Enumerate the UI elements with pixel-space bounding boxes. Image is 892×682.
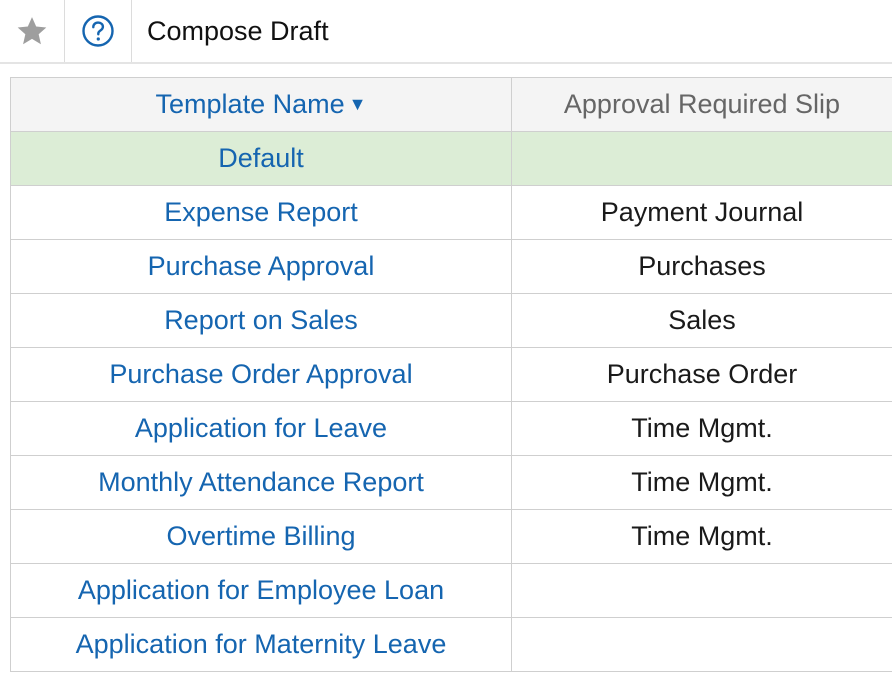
caret-down-icon: ▼ bbox=[348, 94, 367, 114]
table-row[interactable]: Application for Leave Time Mgmt. bbox=[10, 401, 892, 456]
table-row-selected[interactable]: Default bbox=[10, 131, 892, 186]
template-name-link[interactable]: Expense Report bbox=[10, 185, 512, 240]
column-header-template-name[interactable]: Template Name ▼ bbox=[10, 77, 512, 132]
table-header-row: Template Name ▼ Approval Required Slip bbox=[10, 77, 892, 132]
favorite-button[interactable] bbox=[0, 0, 65, 62]
approval-slip-cell: Purchases bbox=[511, 239, 892, 294]
table-row[interactable]: Expense Report Payment Journal bbox=[10, 185, 892, 240]
approval-slip-cell bbox=[511, 617, 892, 672]
column-header-label: Approval Required Slip bbox=[563, 89, 841, 119]
template-name-link[interactable]: Application for Employee Loan bbox=[10, 563, 512, 618]
table-row[interactable]: Application for Maternity Leave bbox=[10, 617, 892, 672]
help-button[interactable] bbox=[65, 0, 132, 62]
table-row[interactable]: Purchase Order Approval Purchase Order bbox=[10, 347, 892, 402]
approval-slip-cell: Sales bbox=[511, 293, 892, 348]
template-name-link[interactable]: Purchase Order Approval bbox=[10, 347, 512, 402]
approval-slip-cell: Time Mgmt. bbox=[511, 401, 892, 456]
table-row[interactable]: Purchase Approval Purchases bbox=[10, 239, 892, 294]
template-table: Template Name ▼ Approval Required Slip De… bbox=[10, 77, 892, 672]
table-row[interactable]: Monthly Attendance Report Time Mgmt. bbox=[10, 455, 892, 510]
toolbar: Compose Draft bbox=[0, 0, 892, 64]
star-icon bbox=[17, 17, 47, 45]
column-header-label: Template Name bbox=[155, 89, 345, 119]
table-row[interactable]: Application for Employee Loan bbox=[10, 563, 892, 618]
question-circle-icon bbox=[82, 15, 114, 47]
template-name-link[interactable]: Overtime Billing bbox=[10, 509, 512, 564]
template-name-link[interactable]: Application for Maternity Leave bbox=[10, 617, 512, 672]
approval-slip-cell: Payment Journal bbox=[511, 185, 892, 240]
approval-slip-cell: Time Mgmt. bbox=[511, 455, 892, 510]
approval-slip-cell: Time Mgmt. bbox=[511, 509, 892, 564]
template-name-link[interactable]: Purchase Approval bbox=[10, 239, 512, 294]
template-name-link[interactable]: Monthly Attendance Report bbox=[10, 455, 512, 510]
template-grid: Template Name ▼ Approval Required Slip De… bbox=[10, 77, 892, 672]
approval-slip-cell bbox=[511, 131, 892, 186]
approval-slip-cell bbox=[511, 563, 892, 618]
template-name-link[interactable]: Application for Leave bbox=[10, 401, 512, 456]
template-name-link[interactable]: Default bbox=[10, 131, 512, 186]
approval-slip-cell: Purchase Order bbox=[511, 347, 892, 402]
template-name-link[interactable]: Report on Sales bbox=[10, 293, 512, 348]
column-header-approval-required-slip[interactable]: Approval Required Slip bbox=[511, 77, 892, 132]
table-row[interactable]: Report on Sales Sales bbox=[10, 293, 892, 348]
page-title: Compose Draft bbox=[147, 15, 329, 46]
table-row[interactable]: Overtime Billing Time Mgmt. bbox=[10, 509, 892, 564]
